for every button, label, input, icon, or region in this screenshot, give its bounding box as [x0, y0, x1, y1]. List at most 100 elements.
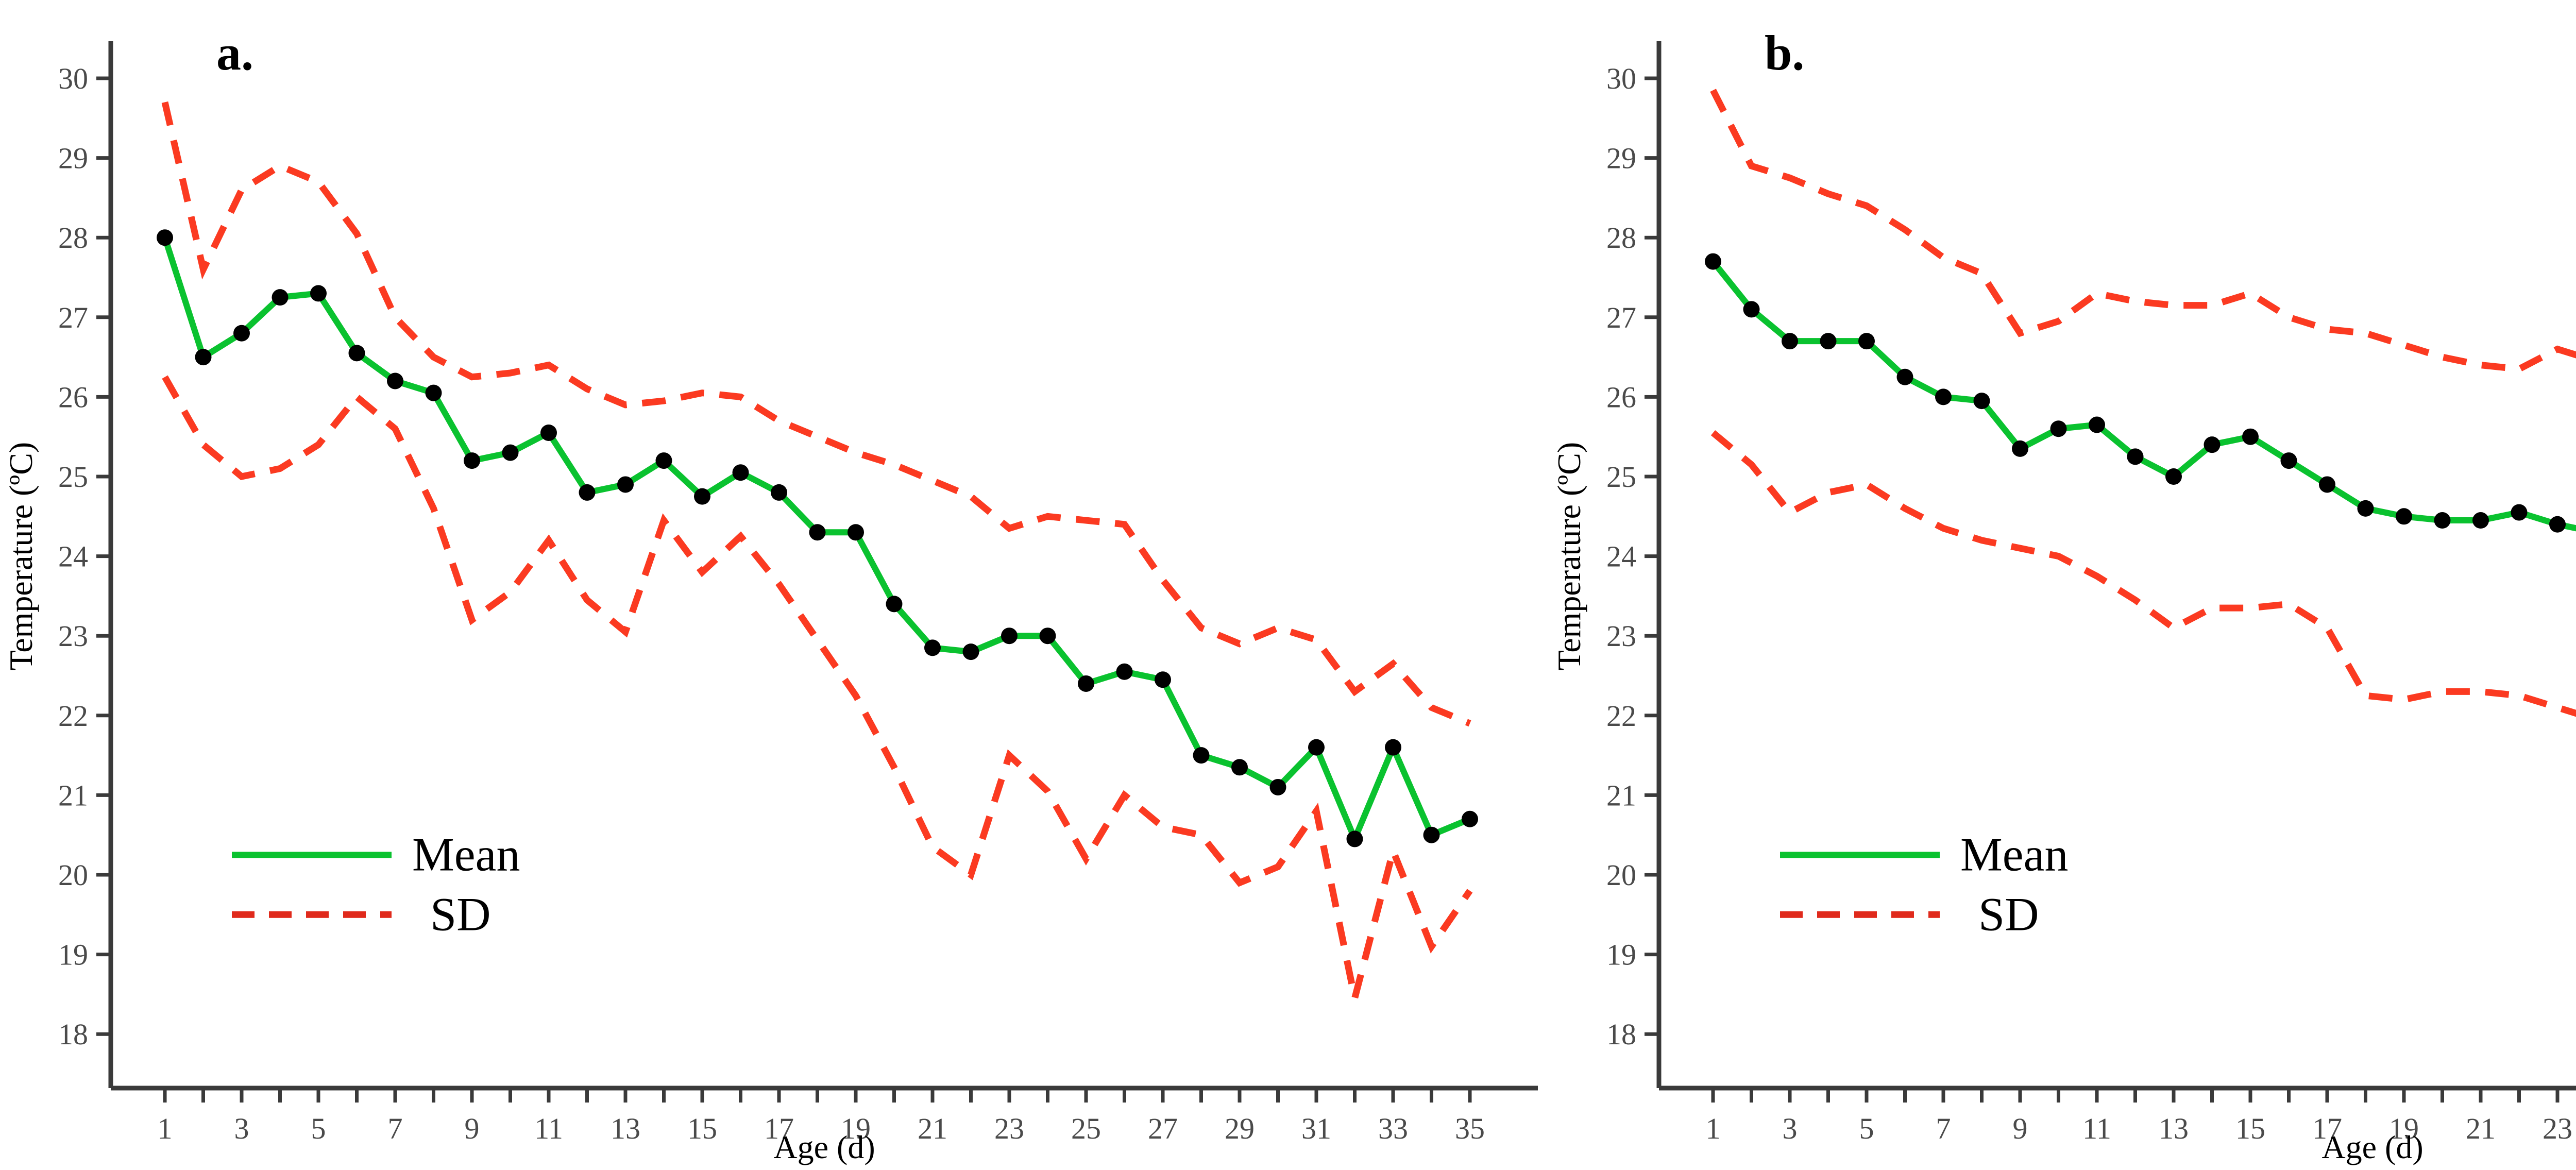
x-tick-label: 25	[1071, 1112, 1101, 1145]
data-point-dot	[1269, 778, 1286, 795]
data-point-dot	[387, 372, 403, 389]
x-tick-label: 3	[1783, 1112, 1798, 1145]
data-point-dot	[540, 424, 557, 441]
data-point-dot	[848, 524, 864, 541]
data-point-dot	[348, 345, 365, 362]
x-tick-label: 1	[1706, 1112, 1721, 1145]
data-point-dot	[962, 643, 979, 660]
y-tick-label: 28	[1606, 221, 1636, 255]
y-tick-label: 26	[1606, 380, 1636, 414]
data-point-dot	[1462, 810, 1478, 827]
x-tick-label: 27	[1148, 1112, 1178, 1145]
data-point-dot	[2434, 512, 2451, 529]
x-tick-label: 9	[2013, 1112, 2028, 1145]
data-point-dot	[694, 488, 710, 505]
mean-line	[1710, 259, 2576, 532]
data-point-dot	[2089, 416, 2105, 433]
data-point-dot	[1858, 333, 1875, 350]
data-point-dot	[2242, 428, 2259, 445]
y-tick-label: 30	[1606, 62, 1636, 95]
data-point-dot	[1743, 301, 1760, 318]
data-point-dot	[809, 524, 826, 541]
data-point-dot	[1308, 739, 1325, 756]
data-point-dot	[425, 384, 442, 401]
data-point-dot	[886, 596, 903, 613]
data-point-dot	[1896, 368, 1913, 385]
data-point-dot	[2280, 452, 2297, 469]
x-tick-label: 29	[1225, 1112, 1255, 1145]
data-point-dot	[233, 325, 250, 342]
y-tick-label: 21	[58, 778, 88, 812]
x-tick-label: 7	[388, 1112, 403, 1145]
data-point-dot	[310, 285, 327, 302]
x-tick-label: 31	[1301, 1112, 1331, 1145]
data-point-dot	[655, 452, 672, 469]
data-point-dot	[272, 289, 289, 306]
data-point-dot	[1935, 388, 1952, 405]
x-tick-label: 19	[2389, 1112, 2419, 1145]
data-point-dot	[2204, 436, 2221, 453]
data-point-dot	[502, 444, 519, 461]
x-axis-title: Age (d)	[2321, 1129, 2423, 1165]
data-point-dot	[617, 476, 634, 493]
y-tick-label: 20	[58, 858, 88, 892]
x-tick-label: 21	[2466, 1112, 2496, 1145]
sd-lower-line	[1710, 430, 2576, 717]
x-tick-label: 17	[2312, 1112, 2342, 1145]
y-tick-label: 25	[1606, 460, 1636, 494]
y-tick-label: 19	[58, 938, 88, 972]
y-tick-label: 18	[1606, 1018, 1636, 1051]
x-tick-label: 33	[1378, 1112, 1408, 1145]
data-point-dot	[2511, 504, 2528, 521]
legend-mean-label: Mean	[1960, 828, 2068, 880]
y-axis-title: Temperature (ºC)	[1551, 442, 1587, 671]
x-tick-label: 19	[841, 1112, 871, 1145]
y-axis-title: Temperature (ºC)	[3, 442, 39, 671]
x-tick-label: 11	[534, 1112, 563, 1145]
data-point-dot	[579, 484, 596, 501]
legend: Mean SD	[1780, 828, 2068, 940]
x-tick-label: 23	[2543, 1112, 2572, 1145]
x-tick-label: 3	[234, 1112, 249, 1145]
y-tick-label: 29	[58, 142, 88, 175]
data-point-dot	[1782, 333, 1798, 350]
data-point-dot	[1039, 628, 1056, 645]
y-tick-label: 20	[1606, 858, 1636, 892]
x-tick-label: 13	[611, 1112, 640, 1145]
data-point-dot	[1078, 675, 1094, 692]
y-tick-label: 21	[1606, 778, 1636, 812]
y-tick-label: 27	[58, 301, 88, 334]
data-point-dot	[157, 229, 173, 246]
panel-b: 18 19 20 21 22 23 24 25 26 27 28 29 30 1 3 5 7 9 11 13 15 17 1…	[1548, 0, 2576, 1170]
x-tick-label: 11	[2082, 1112, 2111, 1145]
y-tick-label: 30	[58, 62, 88, 95]
x-tick-label: 9	[465, 1112, 480, 1145]
legend-sd-label: SD	[430, 888, 491, 940]
y-tick-label: 22	[1606, 699, 1636, 733]
data-point-dot	[464, 452, 480, 469]
data-point-dot	[1705, 253, 1721, 270]
data-point-dot	[1423, 826, 1440, 843]
y-tick-label: 24	[1606, 540, 1636, 573]
data-point-dot	[2165, 468, 2182, 485]
data-point-dot	[1193, 747, 1210, 764]
x-tick-label: 15	[2235, 1112, 2265, 1145]
y-tick-label: 29	[1606, 142, 1636, 175]
legend: Mean SD	[232, 828, 520, 940]
panel-a: 18 19 20 21 22 23 24 25 26 27 28 29 30 1 3 5 7 9 11 13 15 17 1…	[3, 25, 1538, 1165]
y-tick-label: 22	[58, 699, 88, 733]
y-tick-label: 27	[1606, 301, 1636, 334]
data-point-dot	[924, 639, 941, 656]
y-tick-label: 23	[1606, 619, 1636, 653]
data-point-dot	[2472, 512, 2489, 529]
data-point-dot	[195, 349, 212, 366]
y-tick-label: 26	[58, 380, 88, 414]
data-point-dot	[1001, 628, 1018, 645]
data-point-dot	[2050, 420, 2067, 437]
x-tick-label: 23	[994, 1112, 1024, 1145]
x-tick-label: 13	[2159, 1112, 2189, 1145]
y-tick-label: 25	[58, 460, 88, 494]
panel-label: a.	[216, 25, 253, 80]
data-point-dot	[1385, 739, 1401, 756]
